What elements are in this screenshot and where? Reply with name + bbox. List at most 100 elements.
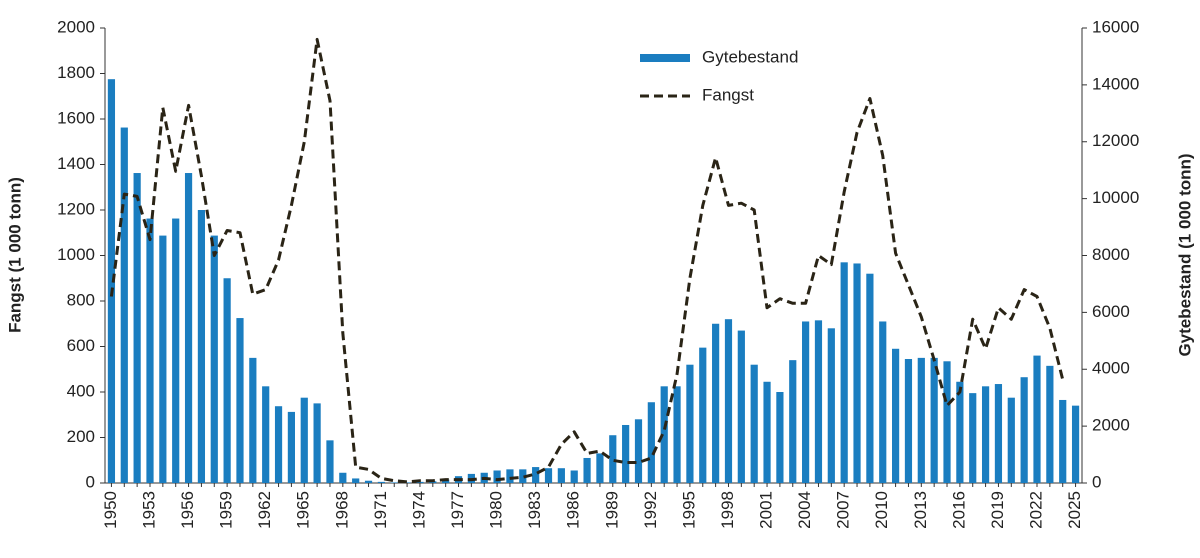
y2-axis-title: Gytebestand (1 000 tonn) bbox=[1175, 153, 1194, 356]
bar bbox=[969, 393, 977, 483]
y2-tick-label: 0 bbox=[1092, 472, 1101, 491]
bar bbox=[159, 235, 167, 483]
bar bbox=[120, 127, 128, 483]
bar bbox=[827, 328, 835, 483]
line bbox=[109, 37, 1065, 484]
bar bbox=[1007, 397, 1015, 483]
bar bbox=[249, 357, 257, 483]
y-tick-label: 600 bbox=[67, 336, 95, 355]
bar bbox=[133, 173, 141, 483]
y2-tick-label: 6000 bbox=[1092, 302, 1130, 321]
bar bbox=[853, 263, 861, 483]
x-tick-label: 2007 bbox=[834, 491, 853, 529]
bar bbox=[622, 424, 630, 483]
y2-tick-label: 2000 bbox=[1092, 416, 1130, 435]
x-tick-label: 1998 bbox=[718, 491, 737, 529]
bar bbox=[519, 469, 527, 483]
bar bbox=[712, 323, 720, 483]
bar bbox=[493, 470, 501, 483]
x-tick-label: 1992 bbox=[641, 491, 660, 529]
bar bbox=[609, 435, 617, 483]
bar bbox=[506, 469, 514, 483]
x-tick-label: 1986 bbox=[564, 491, 583, 529]
y2-tick-label: 16000 bbox=[1092, 17, 1139, 36]
bar bbox=[262, 386, 270, 483]
bar bbox=[364, 480, 373, 483]
legend-label: Gytebestand bbox=[702, 47, 798, 66]
bar bbox=[236, 318, 244, 483]
x-tick-label: 1983 bbox=[525, 491, 544, 529]
x-tick-label: 2004 bbox=[795, 491, 814, 529]
x-tick-label: 2010 bbox=[872, 491, 891, 529]
bar bbox=[789, 360, 797, 483]
bar bbox=[403, 482, 411, 483]
x-tick-label: 1971 bbox=[371, 491, 390, 529]
y-axis-title: Fangst (1 000 tonn) bbox=[5, 177, 24, 333]
bar bbox=[647, 402, 655, 483]
bar bbox=[840, 262, 848, 483]
y-tick-label: 200 bbox=[67, 427, 95, 446]
x-tick-label: 1956 bbox=[178, 491, 197, 529]
bar bbox=[776, 392, 784, 483]
bar bbox=[313, 403, 321, 483]
bar bbox=[994, 384, 1003, 483]
bar bbox=[1059, 399, 1067, 483]
y2-tick-label: 10000 bbox=[1092, 188, 1139, 207]
bar bbox=[274, 406, 283, 483]
legend-swatch bbox=[640, 54, 690, 62]
bar bbox=[802, 321, 810, 483]
y-tick-label: 400 bbox=[67, 381, 95, 400]
bar bbox=[763, 381, 771, 483]
x-tick-label: 2025 bbox=[1065, 491, 1084, 529]
bar bbox=[172, 218, 180, 483]
y-tick-label: 1400 bbox=[57, 154, 95, 173]
bar bbox=[673, 386, 681, 483]
bar bbox=[1033, 355, 1041, 483]
x-tick-label: 1959 bbox=[217, 491, 236, 529]
bar bbox=[197, 210, 206, 483]
x-tick-label: 1965 bbox=[294, 491, 313, 529]
bar bbox=[904, 359, 913, 483]
bar bbox=[390, 482, 398, 483]
x-tick-label: 1989 bbox=[602, 491, 621, 529]
bar bbox=[442, 479, 450, 483]
bar bbox=[750, 364, 758, 483]
bar bbox=[532, 467, 540, 483]
bar bbox=[377, 481, 385, 483]
x-tick-label: 1977 bbox=[448, 491, 467, 529]
bar bbox=[634, 419, 643, 483]
y2-tick-label: 12000 bbox=[1092, 131, 1139, 150]
bar bbox=[917, 357, 925, 483]
x-tick-label: 2022 bbox=[1026, 491, 1045, 529]
x-tick-label: 1953 bbox=[139, 491, 158, 529]
y-tick-label: 800 bbox=[67, 290, 95, 309]
x-tick-label: 1962 bbox=[255, 491, 274, 529]
bar bbox=[956, 381, 964, 483]
x-tick-label: 2016 bbox=[949, 491, 968, 529]
bar bbox=[570, 470, 578, 483]
x-tick-label: 1995 bbox=[679, 491, 698, 529]
bar bbox=[352, 478, 360, 483]
bar bbox=[557, 468, 565, 483]
x-tick-label: 2001 bbox=[757, 491, 776, 529]
bar bbox=[737, 330, 745, 483]
bar bbox=[1020, 377, 1028, 483]
bar bbox=[583, 457, 591, 483]
x-tick-label: 1974 bbox=[409, 491, 428, 529]
x-tick-label: 1980 bbox=[487, 491, 506, 529]
bar bbox=[596, 453, 604, 483]
bar bbox=[1046, 365, 1054, 483]
bar bbox=[416, 481, 424, 483]
y-tick-label: 1200 bbox=[57, 199, 95, 218]
bar bbox=[300, 397, 308, 483]
x-tick-label: 2019 bbox=[988, 491, 1007, 529]
bar bbox=[326, 440, 334, 483]
bar bbox=[223, 278, 231, 483]
bar bbox=[724, 319, 733, 483]
bar bbox=[930, 357, 938, 483]
bar bbox=[287, 411, 296, 483]
x-tick-label: 1950 bbox=[101, 491, 120, 529]
bar bbox=[891, 348, 900, 483]
y-tick-label: 2000 bbox=[57, 17, 95, 36]
